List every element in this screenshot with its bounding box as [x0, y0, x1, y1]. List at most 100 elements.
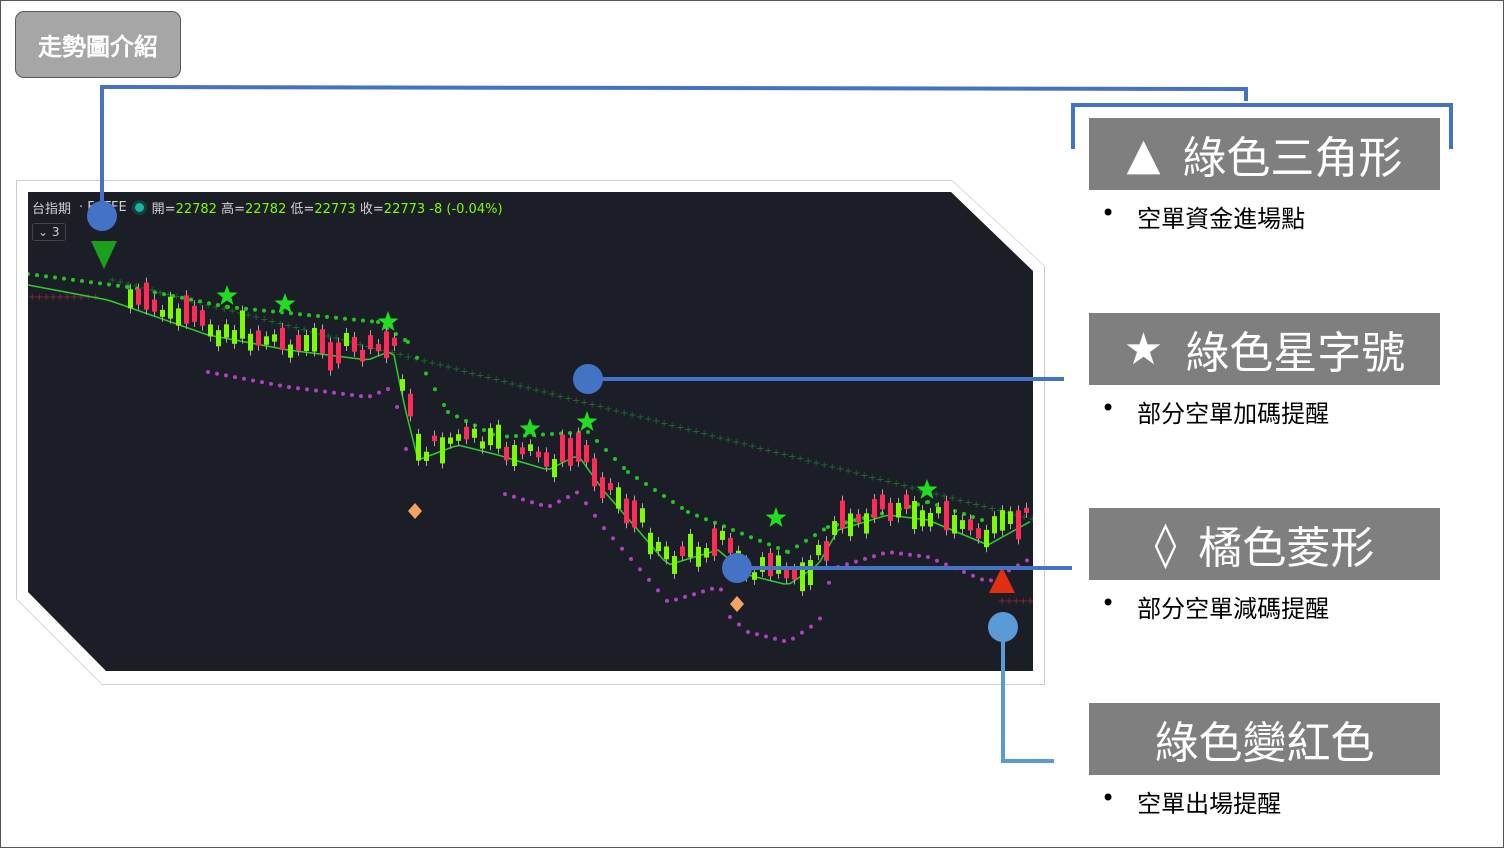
- resistance-mark: +: [636, 412, 644, 423]
- trail-mark: +: [998, 596, 1006, 607]
- candle: [240, 310, 245, 339]
- candle: [664, 546, 669, 560]
- support-dot: [701, 589, 705, 594]
- candle: [904, 494, 909, 510]
- resistance-mark: +: [620, 408, 628, 419]
- resistance-mark: +: [228, 306, 236, 317]
- stop-dot: [455, 414, 459, 419]
- candle: [680, 546, 685, 556]
- candle: [384, 331, 389, 359]
- resistance-mark: +: [852, 468, 860, 479]
- stop-dot: [180, 295, 184, 300]
- support-dot: [962, 570, 966, 574]
- support-dot: [404, 447, 408, 451]
- resistance-mark: +: [500, 377, 508, 388]
- support-dot: [665, 598, 669, 603]
- resistance-mark: +: [756, 443, 764, 454]
- support-dot: [980, 577, 984, 582]
- support-dot: [611, 536, 615, 541]
- legend-label-green-triangle: ▲ 綠色三角形: [1089, 118, 1440, 190]
- resistance-mark: +: [588, 400, 596, 411]
- support-dot: [350, 393, 354, 397]
- stop-dot: [442, 403, 446, 407]
- candle: [432, 435, 437, 442]
- stop-dot: [325, 314, 329, 319]
- resistance-mark: +: [268, 316, 276, 327]
- resistance-mark: +: [484, 373, 492, 384]
- resistance-mark: +: [796, 454, 804, 465]
- stop-dot: [307, 313, 311, 318]
- indicator-collapse-button[interactable]: ⌄ 3: [32, 223, 66, 241]
- resistance-mark: +: [580, 398, 588, 409]
- support-dot: [503, 492, 507, 497]
- support-dot: [656, 588, 660, 593]
- stop-dot: [595, 439, 599, 443]
- support-dot: [557, 499, 561, 504]
- candle: [512, 445, 517, 467]
- candle: [400, 379, 405, 391]
- resistance-mark: +: [460, 366, 468, 377]
- support-dot: [845, 562, 849, 567]
- candle: [264, 336, 269, 345]
- stop-dot: [189, 297, 193, 302]
- support-dot: [530, 500, 534, 505]
- trail-mark: +: [63, 292, 71, 303]
- candle: [968, 519, 973, 531]
- candle: [344, 332, 349, 347]
- resistance-mark: +: [292, 323, 300, 334]
- resistance-mark: +: [716, 433, 724, 444]
- stop-dot: [482, 428, 486, 432]
- stop-dot: [271, 309, 275, 314]
- resistance-mark: +: [540, 387, 548, 398]
- stop-dot: [541, 432, 545, 437]
- support-dot: [827, 580, 831, 585]
- support-dot: [242, 376, 246, 381]
- candle: [496, 424, 501, 449]
- candle: [176, 308, 181, 326]
- resistance-mark: +: [244, 310, 252, 321]
- stop-dot: [795, 544, 799, 549]
- orange-diamond-icon: [730, 596, 744, 612]
- trail-mark: +: [35, 292, 43, 303]
- candle: [320, 329, 325, 354]
- chart-plot: + + + + + + + ++ + + + + + + + + + + ++ +++ + + + + + + + + + + + + + + + +…: [28, 241, 1033, 643]
- resistance-mark: +: [908, 483, 916, 494]
- resistance-mark: +: [964, 497, 972, 508]
- connector-bracket: [1071, 103, 1453, 149]
- resistance-mark: +: [956, 495, 964, 506]
- resistance-mark: +: [780, 450, 788, 461]
- candle: [720, 530, 725, 540]
- resistance-mark: +: [444, 362, 452, 373]
- candle: [752, 572, 757, 580]
- resistance-mark: +: [764, 445, 772, 456]
- candle: [288, 344, 293, 358]
- candle: [392, 337, 397, 346]
- stop-dot: [62, 276, 66, 281]
- resistance-mark: +: [556, 391, 564, 402]
- resistance-mark: +: [652, 416, 660, 427]
- candle: [984, 529, 989, 548]
- legend-label-green-star: ★ 綠色星字號: [1089, 313, 1440, 385]
- candle: [960, 520, 965, 530]
- stop-dot: [586, 430, 590, 434]
- support-dot: [260, 380, 264, 385]
- support-dot: [602, 526, 606, 531]
- stop-dot: [71, 277, 75, 282]
- stop-dot: [376, 320, 380, 324]
- green-star-icon: [916, 479, 938, 499]
- stop-dot: [613, 457, 617, 461]
- resistance-mark: +: [324, 331, 332, 342]
- resistance-mark: +: [628, 410, 636, 421]
- candle: [440, 437, 445, 464]
- candle: [696, 546, 701, 567]
- resistance-mark: +: [396, 350, 404, 361]
- stop-dot: [35, 273, 39, 278]
- resistance-mark: +: [732, 437, 740, 448]
- stop-dot: [162, 292, 166, 297]
- connector-dot: [87, 201, 117, 231]
- candle: [248, 333, 253, 351]
- resistance-mark: +: [420, 356, 428, 367]
- candle: [728, 537, 733, 553]
- stop-dot: [107, 282, 111, 287]
- candle: [584, 444, 589, 463]
